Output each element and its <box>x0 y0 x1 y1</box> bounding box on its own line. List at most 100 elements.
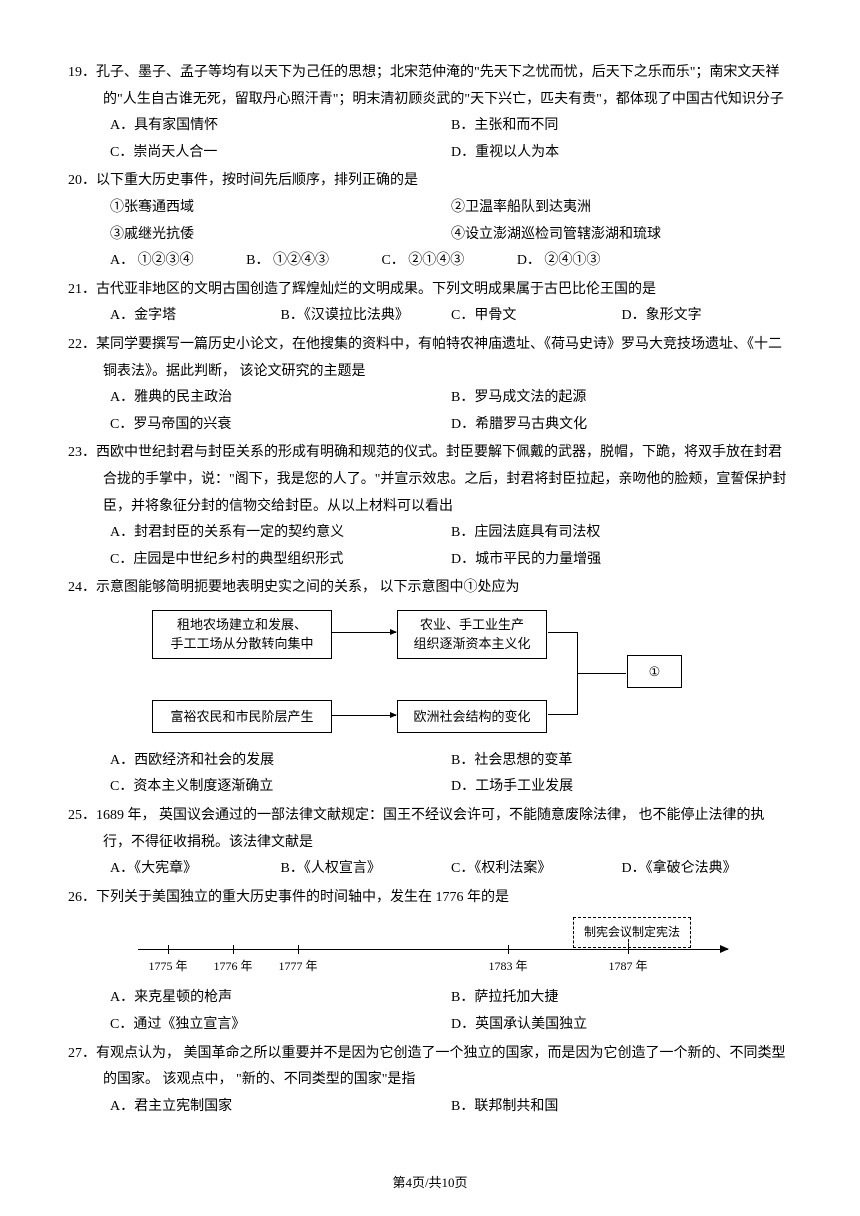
q26-opt-c: C．通过《独立宣言》 <box>110 1012 451 1039</box>
q20-text: 以下重大历史事件，按时间先后顺序，排列正确的是 <box>96 173 418 188</box>
q24-text: 示意图能够简明扼要地表明史实之间的关系， 以下示意图中①处应为 <box>96 580 520 595</box>
q20-opt-a: A． ①②③④ <box>110 253 194 268</box>
q22-text: 某同学要撰写一篇历史小论文，在他搜集的资料中，有帕特农神庙遗址、《荷马史诗》罗马… <box>96 337 782 379</box>
q23-text: 西欧中世纪封君与封臣关系的形成有明确和规范的仪式。封臣要解下佩戴的武器，脱帽，下… <box>96 445 786 513</box>
q21-options: A．金字塔 B．《汉谟拉比法典》 C．甲骨文 D．象形文字 <box>68 303 792 330</box>
q20-s1: ①张骞通西域 <box>110 195 451 222</box>
question-22: 22．某同学要撰写一篇历史小论文，在他搜集的资料中，有帕特农神庙遗址、《荷马史诗… <box>68 332 792 438</box>
q22-stem: 22．某同学要撰写一篇历史小论文，在他搜集的资料中，有帕特农神庙遗址、《荷马史诗… <box>68 332 792 385</box>
q19-stem: 19．孔子、墨子、孟子等均有以天下为己任的思想；北宋范仲淹的"先天下之忧而忧，后… <box>68 60 792 113</box>
q23-opt-a: A．封君封臣的关系有一定的契约意义 <box>110 520 451 547</box>
arrow-icon <box>332 632 396 633</box>
tick-icon <box>508 945 509 954</box>
q23-opt-c: C．庄园是中世纪乡村的典型组织形式 <box>110 547 451 574</box>
q25-opt-d: D．《拿破仑法典》 <box>622 856 793 883</box>
q20-s3: ③戚继光抗倭 <box>110 222 451 249</box>
q27-text: 有观点认为， 美国革命之所以重要并不是因为它创造了一个独立的国家，而是因为它创造… <box>96 1046 786 1088</box>
tick-1777: 1777 年 <box>278 955 317 978</box>
q23-opt-d: D．城市平民的力量增强 <box>451 547 792 574</box>
question-27: 27．有观点认为， 美国革命之所以重要并不是因为它创造了一个独立的国家，而是因为… <box>68 1041 792 1121</box>
q24-options: A．西欧经济和社会的发展 B．社会思想的变革 C．资本主义制度逐渐确立 D．工场… <box>68 748 792 801</box>
arrow-icon <box>332 715 396 716</box>
q20-opt-c: C． ②①④③ <box>381 253 464 268</box>
q27-options: A．君主立宪制国家 B．联邦制共和国 <box>68 1094 792 1121</box>
q25-num: 25． <box>68 808 96 823</box>
question-26: 26．下列关于美国独立的重大历史事件的时间轴中，发生在 1776 年的是 制宪会… <box>68 885 792 1039</box>
question-25: 25．1689 年， 英国议会通过的一部法律文献规定：国王不经议会许可，不能随意… <box>68 803 792 883</box>
q24-box3-text: 富裕农民和市民阶层产生 <box>170 709 313 724</box>
q22-opt-d: D．希腊罗马古典文化 <box>451 412 792 439</box>
tick-1775: 1775 年 <box>148 955 187 978</box>
q27-opt-b: B．联邦制共和国 <box>451 1094 792 1121</box>
q24-opt-a: A．西欧经济和社会的发展 <box>110 748 451 775</box>
q20-s4: ④设立澎湖巡检司管辖澎湖和琉球 <box>451 222 792 249</box>
q21-opt-d: D．象形文字 <box>622 303 793 330</box>
q25-options: A．《大宪章》 B．《人权宣言》 C．《权利法案》 D．《拿破仑法典》 <box>68 856 792 883</box>
q20-opt-b: B． ①②④③ <box>246 253 329 268</box>
timeline-axis <box>138 949 728 950</box>
tick-1783: 1783 年 <box>488 955 527 978</box>
q20-subitems: ①张骞通西域 ②卫温率船队到达夷洲 ③戚继光抗倭 ④设立澎湖巡检司管辖澎湖和琉球 <box>68 195 792 248</box>
q26-timeline: 制宪会议制定宪法 1775 年 1776 年 1777 年 1783 年 178… <box>138 921 738 981</box>
q24-box4-text: 欧洲社会结构的变化 <box>413 709 530 724</box>
q24-opt-b: B．社会思想的变革 <box>451 748 792 775</box>
q26-num: 26． <box>68 890 96 905</box>
question-19: 19．孔子、墨子、孟子等均有以天下为己任的思想；北宋范仲淹的"先天下之忧而忧，后… <box>68 60 792 166</box>
page-footer: 第4页/共10页 <box>0 1171 860 1196</box>
tick-1776: 1776 年 <box>213 955 252 978</box>
q27-opt-a: A．君主立宪制国家 <box>110 1094 451 1121</box>
q24-num: 24． <box>68 580 96 595</box>
q26-dashbox: 制宪会议制定宪法 <box>573 917 691 948</box>
q24-diagram: 租地农场建立和发展、 手工工场从分散转向集中 农业、手工业生产 组织逐渐资本主义… <box>152 610 792 740</box>
tick-1787: 1787 年 <box>608 955 647 978</box>
q22-opt-b: B．罗马成文法的起源 <box>451 385 792 412</box>
tick-icon <box>298 945 299 954</box>
q23-options: A．封君封臣的关系有一定的契约意义 B．庄园法庭具有司法权 C．庄园是中世纪乡村… <box>68 520 792 573</box>
q23-stem: 23．西欧中世纪封君与封臣关系的形成有明确和规范的仪式。封臣要解下佩戴的武器，脱… <box>68 440 792 520</box>
q24-box2: 农业、手工业生产 组织逐渐资本主义化 <box>397 610 547 659</box>
q24-box5-text: ① <box>649 664 661 679</box>
q21-stem: 21．古代亚非地区的文明古国创造了辉煌灿烂的文明成果。下列文明成果属于古巴比伦王… <box>68 277 792 304</box>
q20-num: 20． <box>68 173 96 188</box>
q26-stem: 26．下列关于美国独立的重大历史事件的时间轴中，发生在 1776 年的是 <box>68 885 792 912</box>
tick-icon <box>628 945 629 954</box>
q22-opt-a: A．雅典的民主政治 <box>110 385 451 412</box>
q21-opt-a: A．金字塔 <box>110 303 281 330</box>
q21-num: 21． <box>68 282 96 297</box>
q20-options: A． ①②③④ B． ①②④③ C． ②①④③ D． ②④①③ <box>68 248 792 275</box>
connector-line <box>578 673 626 674</box>
q24-box5: ① <box>627 655 682 689</box>
q20-opt-d: D． ②④①③ <box>517 253 601 268</box>
q22-opt-c: C．罗马帝国的兴衰 <box>110 412 451 439</box>
q27-num: 27． <box>68 1046 96 1061</box>
q26-opt-d: D．英国承认美国独立 <box>451 1012 792 1039</box>
q20-s2: ②卫温率船队到达夷洲 <box>451 195 792 222</box>
bracket-icon <box>548 632 578 715</box>
q24-box4: 欧洲社会结构的变化 <box>397 700 547 734</box>
q22-options: A．雅典的民主政治 B．罗马成文法的起源 C．罗马帝国的兴衰 D．希腊罗马古典文… <box>68 385 792 438</box>
q25-text: 1689 年， 英国议会通过的一部法律文献规定：国王不经议会许可，不能随意废除法… <box>96 808 765 850</box>
question-21: 21．古代亚非地区的文明古国创造了辉煌灿烂的文明成果。下列文明成果属于古巴比伦王… <box>68 277 792 330</box>
q24-opt-c: C．资本主义制度逐渐确立 <box>110 774 451 801</box>
q25-opt-a: A．《大宪章》 <box>110 856 281 883</box>
tick-icon <box>233 945 234 954</box>
q21-opt-b: B．《汉谟拉比法典》 <box>281 303 452 330</box>
q24-box1: 租地农场建立和发展、 手工工场从分散转向集中 <box>152 610 332 659</box>
q19-opt-d: D．重视以人为本 <box>451 140 792 167</box>
q26-options: A．来克星顿的枪声 B．萨拉托加大捷 C．通过《独立宣言》 D．英国承认美国独立 <box>68 985 792 1038</box>
q23-opt-b: B．庄园法庭具有司法权 <box>451 520 792 547</box>
tick-icon <box>168 945 169 954</box>
q19-opt-b: B．主张和而不同 <box>451 113 792 140</box>
q21-opt-c: C．甲骨文 <box>451 303 622 330</box>
q19-options: A．具有家国情怀 B．主张和而不同 C．崇尚天人合一 D．重视以人为本 <box>68 113 792 166</box>
q19-opt-c: C．崇尚天人合一 <box>110 140 451 167</box>
q19-num: 19． <box>68 65 96 80</box>
q25-opt-c: C．《权利法案》 <box>451 856 622 883</box>
q27-stem: 27．有观点认为， 美国革命之所以重要并不是因为它创造了一个独立的国家，而是因为… <box>68 1041 792 1094</box>
q21-text: 古代亚非地区的文明古国创造了辉煌灿烂的文明成果。下列文明成果属于古巴比伦王国的是 <box>96 282 656 297</box>
q24-stem: 24．示意图能够简明扼要地表明史实之间的关系， 以下示意图中①处应为 <box>68 575 792 602</box>
q24-opt-d: D．工场手工业发展 <box>451 774 792 801</box>
q19-text: 孔子、墨子、孟子等均有以天下为己任的思想；北宋范仲淹的"先天下之忧而忧，后天下之… <box>96 65 784 107</box>
q26-opt-b: B．萨拉托加大捷 <box>451 985 792 1012</box>
q24-box2-text: 农业、手工业生产 组织逐渐资本主义化 <box>413 617 530 652</box>
